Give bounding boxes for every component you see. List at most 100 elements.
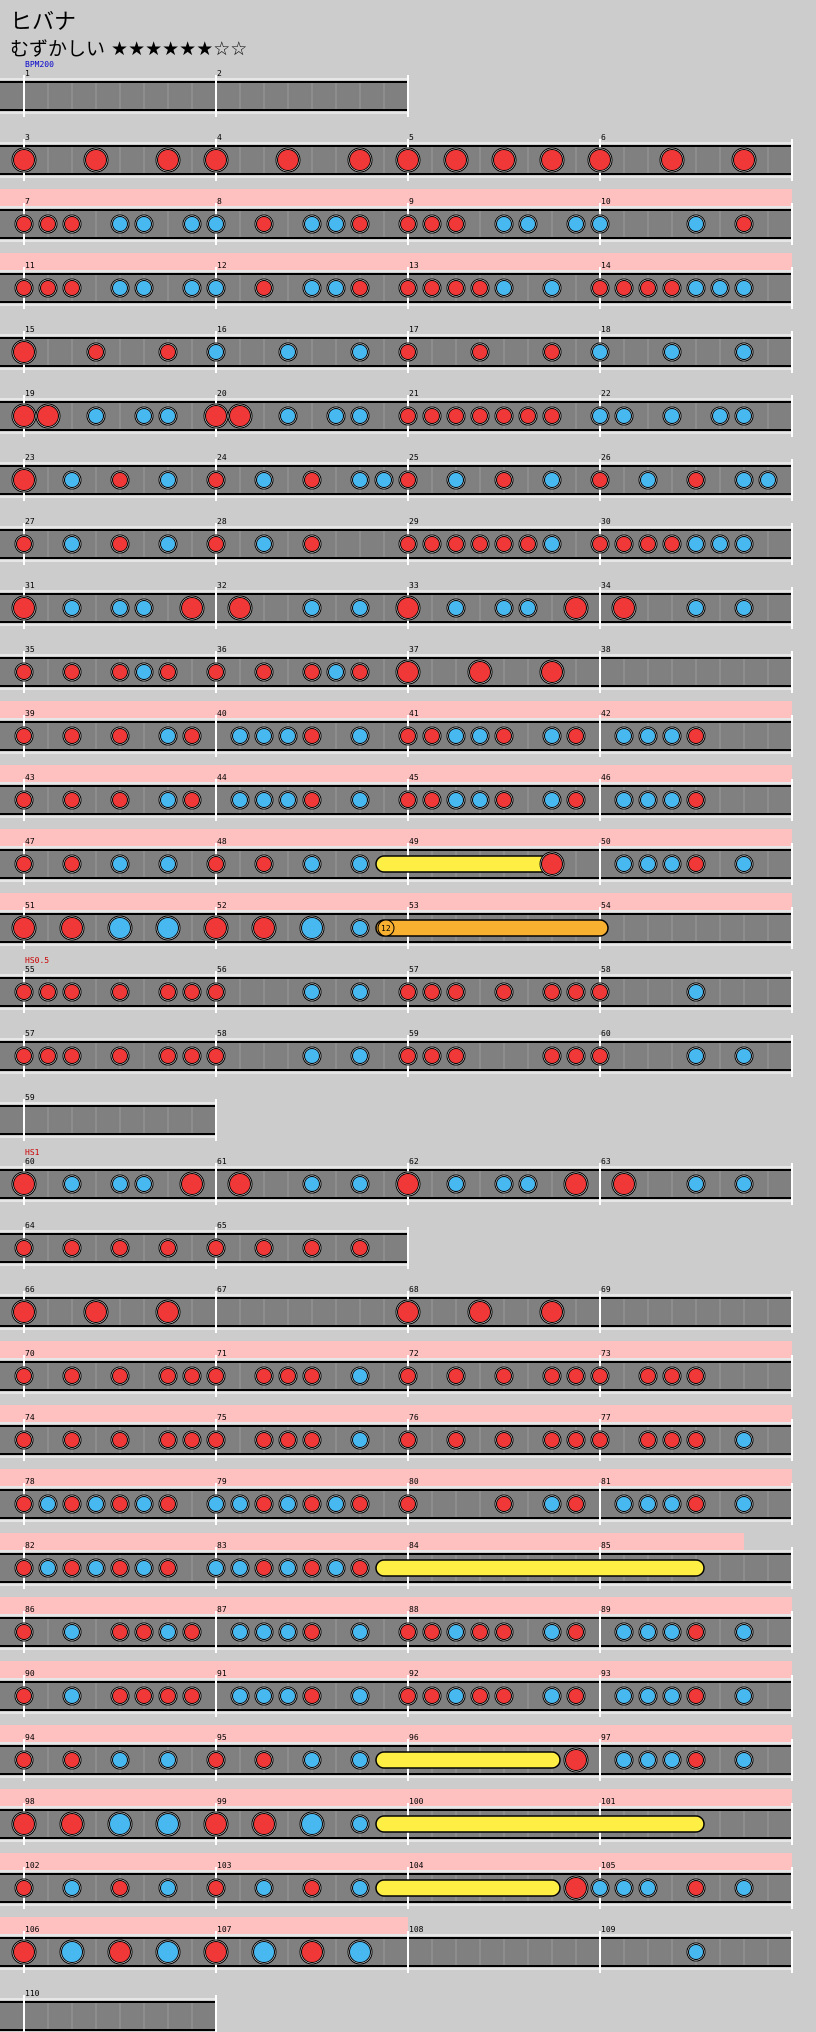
ka-note — [712, 536, 728, 552]
measure-number: 94 — [25, 1733, 35, 1742]
ka-note — [736, 280, 752, 296]
lane — [0, 339, 792, 365]
don-note — [160, 1048, 176, 1064]
ka-note — [544, 536, 560, 552]
don-note — [208, 664, 224, 680]
ka-note — [112, 1176, 128, 1192]
ka-note — [640, 1496, 656, 1512]
don-note — [256, 1752, 272, 1768]
don-note — [568, 1368, 584, 1384]
don-note — [424, 408, 440, 424]
big-ka-note — [349, 1941, 371, 1963]
highlight-band — [0, 893, 792, 910]
ka-note — [688, 1048, 704, 1064]
don-note — [352, 1240, 368, 1256]
don-note — [16, 536, 32, 552]
measure-number: 80 — [409, 1477, 419, 1486]
big-ka-note — [61, 1941, 83, 1963]
don-note — [688, 792, 704, 808]
don-note — [40, 984, 56, 1000]
don-note — [520, 408, 536, 424]
don-note — [64, 1752, 80, 1768]
ka-note — [232, 1688, 248, 1704]
don-note — [544, 408, 560, 424]
ka-note — [712, 280, 728, 296]
hs-label: HS1 — [25, 1148, 40, 1157]
balloon-count: 12 — [381, 924, 391, 933]
don-note — [544, 1048, 560, 1064]
big-don-note — [205, 1813, 227, 1835]
measure-number: 20 — [217, 389, 227, 398]
measure-number: 48 — [217, 837, 227, 846]
measure-number: 90 — [25, 1669, 35, 1678]
don-note — [496, 1496, 512, 1512]
measure-number: 16 — [217, 325, 227, 334]
don-note — [448, 984, 464, 1000]
don-note — [352, 280, 368, 296]
song-title: ヒバナ — [10, 10, 77, 35]
measure-number: 59 — [409, 1029, 419, 1038]
don-note — [448, 216, 464, 232]
don-note — [112, 1560, 128, 1576]
don-note — [16, 280, 32, 296]
don-note — [568, 728, 584, 744]
measure-number: 81 — [601, 1477, 611, 1486]
don-note — [472, 280, 488, 296]
ka-note — [664, 792, 680, 808]
don-note — [112, 536, 128, 552]
ka-note — [496, 600, 512, 616]
big-don-note — [205, 917, 227, 939]
ka-note — [352, 1624, 368, 1640]
ka-note — [352, 1432, 368, 1448]
ka-note — [496, 1176, 512, 1192]
measure-number: 39 — [25, 709, 35, 718]
ka-note — [496, 280, 512, 296]
don-note — [424, 1624, 440, 1640]
big-don-note — [397, 597, 419, 619]
big-ka-note — [301, 917, 323, 939]
ka-note — [736, 1688, 752, 1704]
don-note — [184, 1368, 200, 1384]
big-don-note — [229, 597, 251, 619]
ka-note — [736, 1496, 752, 1512]
don-note — [304, 1880, 320, 1896]
big-don-note — [397, 1173, 419, 1195]
big-ka-note — [109, 917, 131, 939]
don-note — [352, 216, 368, 232]
highlight-band — [0, 1405, 792, 1422]
big-don-note — [13, 1173, 35, 1195]
big-don-note — [37, 405, 59, 427]
ka-note — [592, 216, 608, 232]
don-note — [16, 1560, 32, 1576]
don-note — [400, 1368, 416, 1384]
measure-number: 27 — [25, 517, 35, 526]
don-note — [16, 1432, 32, 1448]
balloon-note — [375, 919, 609, 937]
drumroll-note — [375, 855, 561, 873]
measure-number: 83 — [217, 1541, 227, 1550]
big-don-note — [229, 405, 251, 427]
don-note — [64, 792, 80, 808]
ka-note — [136, 408, 152, 424]
measure-number: 1 — [25, 69, 30, 78]
measure-number: 65 — [217, 1221, 227, 1230]
don-note — [184, 792, 200, 808]
highlight-band — [0, 829, 792, 846]
ka-note — [664, 728, 680, 744]
big-don-note — [445, 149, 467, 171]
don-note — [400, 1048, 416, 1064]
ka-note — [736, 1880, 752, 1896]
don-note — [256, 856, 272, 872]
don-note — [16, 856, 32, 872]
ka-note — [160, 1880, 176, 1896]
don-note — [544, 1368, 560, 1384]
don-note — [160, 1432, 176, 1448]
ka-note — [616, 1496, 632, 1512]
measure-number: 68 — [409, 1285, 419, 1294]
ka-note — [64, 1880, 80, 1896]
measure-number: 56 — [217, 965, 227, 974]
difficulty-rating: むずかしい ★★★★★★☆☆ — [10, 38, 248, 60]
measure-number: 30 — [601, 517, 611, 526]
don-note — [16, 792, 32, 808]
measure-number: 67 — [217, 1285, 227, 1294]
